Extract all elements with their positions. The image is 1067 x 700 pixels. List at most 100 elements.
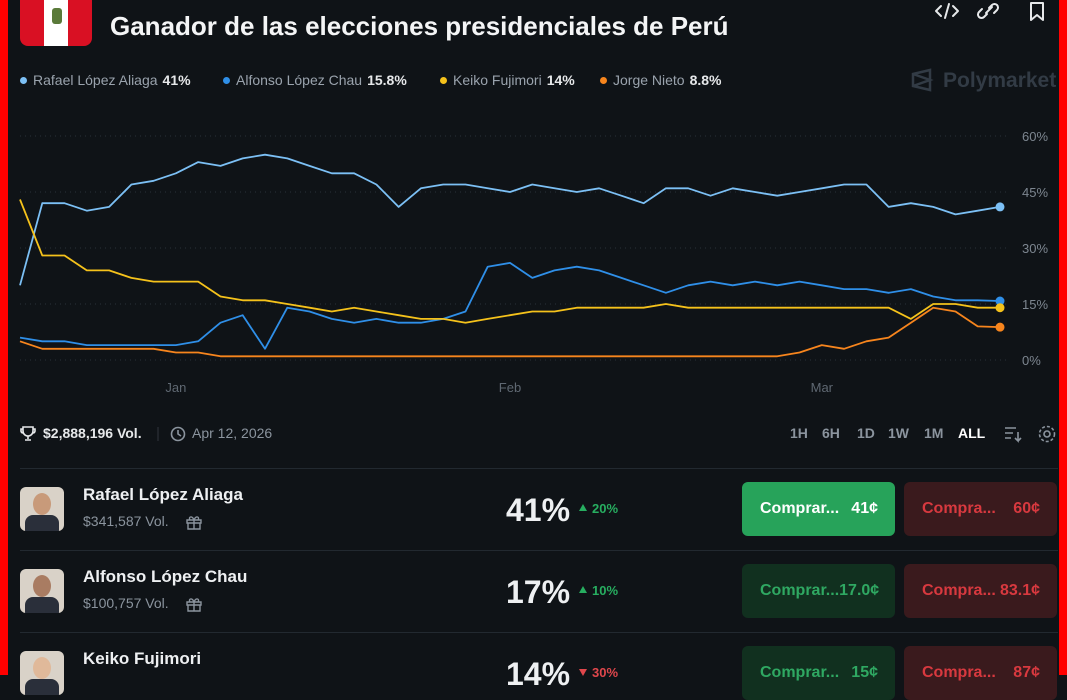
row-divider xyxy=(20,632,1058,633)
range-button[interactable]: 1H xyxy=(790,425,808,441)
avatar xyxy=(20,569,64,613)
range-button[interactable]: 6H xyxy=(822,425,840,441)
flag-icon xyxy=(20,0,92,46)
page-title: Ganador de las elecciones presidenciales… xyxy=(110,11,729,41)
gift-icon[interactable] xyxy=(185,595,203,613)
avatar-face xyxy=(33,657,51,679)
chart: 0% 15% 30% 45% 60% Jan Feb Mar xyxy=(19,129,1048,395)
stat-icons xyxy=(20,426,186,442)
avatar-face xyxy=(33,575,51,597)
end-point xyxy=(995,322,1005,332)
embed-icon[interactable] xyxy=(935,3,959,19)
y-tick-label: 45% xyxy=(1022,185,1048,200)
buy-yes-label: Comprar... xyxy=(760,500,840,517)
end-date: Apr 12, 2026 xyxy=(192,425,273,441)
buy-no-label: Compra... xyxy=(922,582,996,599)
end-point xyxy=(995,303,1005,313)
gift-icon[interactable] xyxy=(185,513,203,531)
market-change: 10% xyxy=(592,583,619,598)
buy-yes-price: 17.0¢ xyxy=(839,582,880,599)
x-tick-label: Mar xyxy=(811,380,834,395)
legend-item[interactable]: Jorge Nieto 8.8% xyxy=(600,72,722,88)
buy-no-button[interactable]: Compra... 60¢ xyxy=(904,482,1057,536)
market-name[interactable]: Alfonso López Chau xyxy=(83,567,248,586)
legend-item[interactable]: Alfonso López Chau 15.8% xyxy=(223,72,407,88)
watermark: Polymarket xyxy=(943,69,1057,92)
buy-no-button[interactable]: Compra... 87¢ xyxy=(904,646,1057,700)
sort-icon[interactable] xyxy=(1005,427,1022,443)
market-volume: $341,587 Vol. xyxy=(83,513,169,529)
left-border xyxy=(0,0,8,675)
buy-yes-price: 41¢ xyxy=(851,500,878,517)
x-tick-label: Feb xyxy=(499,380,521,395)
legend-value: 41% xyxy=(162,72,191,88)
x-tick-label: Jan xyxy=(165,380,186,395)
range-button[interactable]: 1M xyxy=(924,425,944,441)
legend-name: Jorge Nieto xyxy=(613,72,685,88)
buy-yes-button[interactable]: Comprar... 15¢ xyxy=(742,646,895,700)
buy-yes-button[interactable]: Comprar... 17.0¢ xyxy=(742,564,895,618)
buy-no-price: 60¢ xyxy=(1013,500,1040,517)
legend-dot xyxy=(600,76,607,84)
avatar xyxy=(20,487,64,531)
market-name[interactable]: Keiko Fujimori xyxy=(83,649,202,668)
avatar xyxy=(20,651,64,695)
legend-dot xyxy=(20,76,27,84)
legend-item[interactable]: Keiko Fujimori 14% xyxy=(440,72,575,88)
change-arrow xyxy=(579,504,587,511)
chart-tools xyxy=(1005,425,1056,443)
gift-shape xyxy=(186,598,202,612)
end-point xyxy=(995,296,1005,306)
y-tick-label: 15% xyxy=(1022,297,1048,312)
legend-dot xyxy=(223,76,230,84)
buy-yes-label: Comprar... xyxy=(760,582,840,599)
arrow-shape xyxy=(579,586,587,593)
avatar-face xyxy=(33,493,51,515)
buy-no-label: Compra... xyxy=(922,500,996,517)
market-name[interactable]: Rafael López Aliaga xyxy=(83,485,243,504)
range-button[interactable]: ALL xyxy=(958,425,986,441)
legend-name: Keiko Fujimori xyxy=(453,72,542,88)
market-chance: 41% xyxy=(505,492,571,528)
market-change: 20% xyxy=(592,501,619,516)
avatar-body xyxy=(25,515,59,531)
avatar-body xyxy=(25,679,59,695)
end-point xyxy=(995,202,1005,212)
link-icon[interactable] xyxy=(976,2,1000,20)
buy-no-button[interactable]: Compra... 83.1¢ xyxy=(904,564,1057,618)
range-button[interactable]: 1W xyxy=(888,425,909,441)
buy-yes-button[interactable]: Comprar... 41¢ xyxy=(742,482,895,536)
arrow-shape xyxy=(579,504,587,511)
watermark-logo xyxy=(911,68,934,92)
legend-name: Alfonso López Chau xyxy=(236,72,363,88)
series-line xyxy=(19,153,1001,286)
row-divider xyxy=(20,468,1058,469)
buy-no-price: 87¢ xyxy=(1013,664,1040,681)
header-icons xyxy=(935,2,1044,21)
range-button[interactable]: 1D xyxy=(857,425,875,441)
legend-item[interactable]: Rafael López Aliaga 41% xyxy=(20,72,191,88)
row-divider xyxy=(20,550,1058,551)
bookmark-icon[interactable] xyxy=(1030,2,1044,21)
change-arrow xyxy=(579,586,587,593)
buy-yes-price: 15¢ xyxy=(851,664,878,681)
legend-dot xyxy=(440,76,447,84)
gift-shape xyxy=(186,516,202,530)
buy-no-price: 83.1¢ xyxy=(999,582,1040,599)
legend-value: 15.8% xyxy=(367,72,407,88)
series-line xyxy=(19,199,1000,324)
right-border xyxy=(1059,0,1067,675)
y-tick-label: 0% xyxy=(1022,353,1041,368)
buy-yes-label: Comprar... xyxy=(760,664,840,681)
market-change: 30% xyxy=(592,665,619,680)
legend-value: 8.8% xyxy=(689,72,722,88)
y-tick-label: 60% xyxy=(1022,129,1048,144)
legend-value: 14% xyxy=(546,72,575,88)
settings-icon[interactable] xyxy=(1038,425,1056,443)
market-volume: $100,757 Vol. xyxy=(83,595,169,611)
arrow-shape xyxy=(579,669,587,676)
legend-name: Rafael López Aliaga xyxy=(33,72,158,88)
total-volume: $2,888,196 Vol. xyxy=(43,425,142,441)
